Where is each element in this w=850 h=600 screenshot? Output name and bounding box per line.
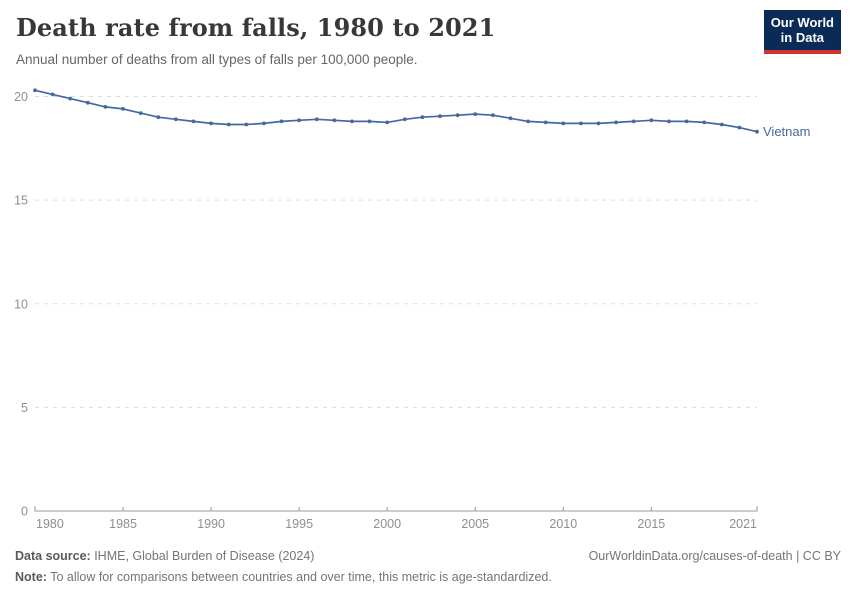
chart-subtitle: Annual number of deaths from all types o… bbox=[16, 52, 418, 67]
data-point[interactable] bbox=[719, 122, 724, 127]
x-axis-tick-label: 2010 bbox=[549, 517, 577, 531]
data-point[interactable] bbox=[579, 121, 583, 126]
data-point[interactable] bbox=[491, 113, 495, 118]
data-point[interactable] bbox=[561, 121, 566, 126]
note-label: Note: bbox=[15, 570, 47, 585]
data-point[interactable] bbox=[50, 92, 55, 97]
y-axis-tick-label: 10 bbox=[14, 297, 28, 311]
data-point[interactable] bbox=[103, 105, 108, 109]
data-point[interactable] bbox=[332, 118, 337, 123]
chart-footer: Data source: IHME, Global Burden of Dise… bbox=[15, 546, 841, 589]
owid-logo-line1: Our World bbox=[770, 15, 834, 30]
data-point[interactable] bbox=[279, 119, 284, 124]
data-point[interactable] bbox=[350, 119, 354, 124]
data-point[interactable] bbox=[314, 117, 319, 122]
x-axis-tick-label: 2015 bbox=[637, 517, 665, 531]
x-axis-tick-label: 2005 bbox=[461, 517, 489, 531]
data-point[interactable] bbox=[614, 120, 618, 125]
data-point[interactable] bbox=[455, 113, 460, 118]
note-line: Note: To allow for comparisons between c… bbox=[15, 570, 552, 584]
data-point[interactable] bbox=[631, 119, 636, 124]
data-point[interactable] bbox=[473, 112, 478, 116]
data-point[interactable] bbox=[702, 120, 707, 125]
data-point[interactable] bbox=[138, 111, 143, 115]
data-point[interactable] bbox=[174, 117, 178, 122]
data-point[interactable] bbox=[297, 118, 301, 123]
data-source-label: Data source: bbox=[15, 549, 91, 563]
data-point[interactable] bbox=[226, 122, 231, 127]
y-axis-tick-label: 20 bbox=[14, 90, 28, 104]
data-point[interactable] bbox=[209, 121, 214, 126]
data-point[interactable] bbox=[33, 88, 37, 93]
data-source-line: Data source: IHME, Global Burden of Dise… bbox=[15, 546, 314, 567]
data-point[interactable] bbox=[402, 117, 407, 122]
x-axis-tick-label: 2000 bbox=[373, 517, 401, 531]
page-title: Death rate from falls, 1980 to 2021 bbox=[16, 13, 496, 42]
data-source-text: IHME, Global Burden of Disease (2024) bbox=[90, 549, 315, 563]
x-axis-tick-label: 2021 bbox=[729, 517, 757, 531]
data-point[interactable] bbox=[667, 119, 671, 124]
data-point[interactable] bbox=[68, 96, 73, 101]
series-entity-label[interactable]: Vietnam bbox=[763, 124, 810, 139]
x-axis-tick-label: 1995 bbox=[285, 517, 313, 531]
owid-logo[interactable]: Our World in Data bbox=[763, 10, 841, 54]
y-axis-tick-label: 15 bbox=[14, 194, 28, 208]
data-point[interactable] bbox=[508, 116, 513, 121]
data-point[interactable] bbox=[596, 121, 601, 126]
data-point[interactable] bbox=[244, 122, 249, 127]
x-axis-tick-label: 1990 bbox=[197, 517, 225, 531]
data-point[interactable] bbox=[385, 120, 390, 125]
data-point[interactable] bbox=[85, 100, 90, 105]
data-point[interactable] bbox=[156, 115, 161, 120]
data-point[interactable] bbox=[649, 118, 654, 123]
data-point[interactable] bbox=[684, 119, 689, 124]
data-point[interactable] bbox=[526, 119, 530, 124]
data-point[interactable] bbox=[755, 129, 759, 134]
owid-logo-line2: in Data bbox=[780, 30, 825, 46]
y-axis-tick-label: 5 bbox=[21, 401, 28, 415]
data-point[interactable] bbox=[420, 115, 425, 120]
data-point[interactable] bbox=[262, 121, 266, 126]
attribution-link[interactable]: OurWorldinData.org/causes-of-death | CC … bbox=[588, 549, 841, 563]
data-point[interactable] bbox=[121, 107, 125, 111]
x-axis-line bbox=[34, 506, 758, 512]
x-axis-tick-label: 1980 bbox=[36, 517, 64, 531]
note-text: To allow for comparisons between countri… bbox=[46, 570, 552, 585]
data-point[interactable] bbox=[191, 119, 196, 124]
x-axis-tick-label: 1985 bbox=[109, 517, 137, 531]
y-axis-tick-label: 0 bbox=[21, 505, 28, 519]
data-point[interactable] bbox=[543, 120, 548, 125]
series-line[interactable] bbox=[34, 89, 758, 133]
data-point[interactable] bbox=[438, 114, 442, 119]
data-point[interactable] bbox=[737, 125, 742, 130]
data-point[interactable] bbox=[367, 119, 372, 124]
